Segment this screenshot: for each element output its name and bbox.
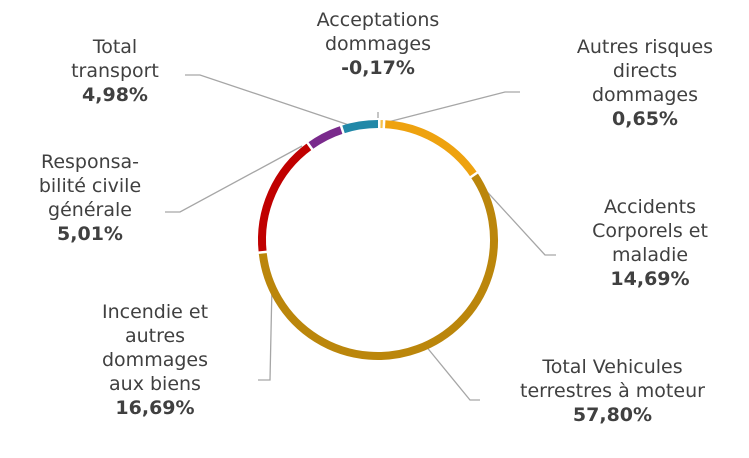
- donut-segment: [258, 142, 313, 253]
- segment-gap: [256, 250, 269, 255]
- data-label: Total transport 4,98%: [40, 35, 190, 107]
- leader-line: [383, 91, 520, 124]
- category-label: Responsa- bilité civile générale: [38, 151, 142, 221]
- category-label: Incendie et autres dommages aux biens: [101, 301, 209, 395]
- donut-segment: [341, 120, 379, 134]
- category-label: Total Vehicules terrestres à moteur: [520, 356, 705, 402]
- data-label: Acceptations dommages -0,17%: [283, 8, 473, 80]
- leader-line: [424, 344, 480, 401]
- value-label: 16,69%: [115, 397, 195, 419]
- category-label: Acceptations dommages: [316, 9, 440, 55]
- segment-gap: [305, 140, 315, 152]
- category-label: Accidents Corporels et maladie: [592, 196, 708, 266]
- value-label: 14,69%: [610, 268, 690, 290]
- category-label: Total transport: [71, 36, 159, 82]
- segment-gap: [339, 123, 346, 136]
- data-label: Responsa- bilité civile générale 5,01%: [0, 150, 180, 246]
- leader-line: [165, 145, 303, 213]
- donut-segment: [383, 120, 478, 178]
- segment-gap: [468, 170, 480, 180]
- value-label: 4,98%: [82, 84, 148, 106]
- data-label: Incendie et autres dommages aux biens 16,…: [60, 300, 250, 420]
- category-label: Autres risques directs dommages: [576, 36, 714, 106]
- leader-line: [185, 74, 353, 127]
- donut-segment: [307, 125, 344, 150]
- segment-gap: [382, 118, 386, 131]
- value-label: -0,17%: [341, 57, 415, 79]
- data-label: Total Vehicules terrestres à moteur 57,80…: [470, 355, 749, 427]
- value-label: 57,80%: [572, 404, 653, 426]
- leader-line: [258, 284, 273, 381]
- value-label: 0,65%: [612, 108, 678, 130]
- donut-segment: [258, 172, 498, 360]
- data-label: Autres risques directs dommages 0,65%: [540, 35, 749, 131]
- value-label: 5,01%: [57, 223, 123, 245]
- data-label: Accidents Corporels et maladie 14,69%: [560, 195, 740, 291]
